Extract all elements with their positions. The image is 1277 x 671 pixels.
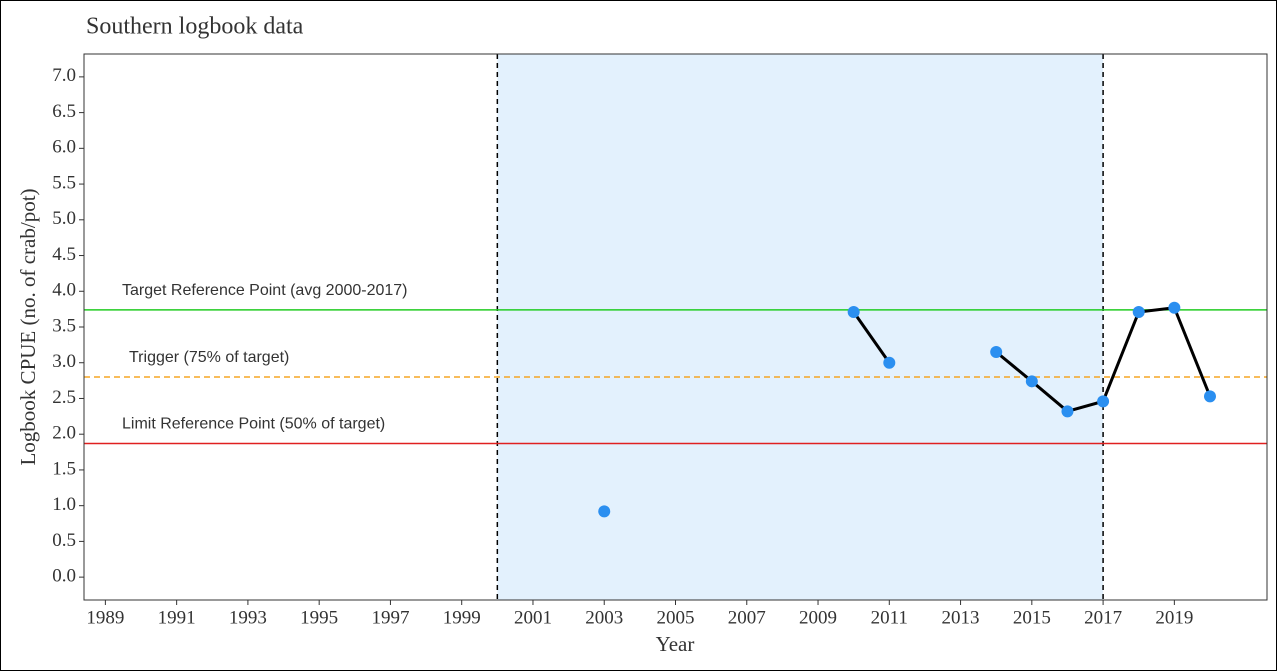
reference-label: Limit Reference Point (50% of target) [122, 416, 385, 433]
data-point [1168, 301, 1181, 314]
y-tick-label: 5.5 [52, 172, 76, 193]
x-tick-label: 2001 [514, 607, 552, 628]
chart-title: Southern logbook data [86, 14, 304, 40]
data-point [1061, 405, 1074, 418]
data-point [1097, 395, 1110, 408]
y-tick-label: 2.5 [52, 387, 76, 408]
x-tick-label: 2013 [942, 607, 980, 628]
data-point [598, 505, 611, 518]
x-tick-label: 1989 [86, 607, 124, 628]
y-tick-label: 1.0 [52, 494, 76, 515]
y-tick-label: 1.5 [52, 458, 76, 479]
y-tick-label: 6.5 [52, 101, 76, 122]
y-tick-label: 2.0 [52, 423, 76, 444]
y-axis-label: Logbook CPUE (no. of crab/pot) [16, 188, 40, 465]
y-tick-label: 3.5 [52, 315, 76, 336]
y-tick-label: 0.0 [52, 565, 76, 586]
data-point [990, 346, 1003, 359]
x-tick-label: 2003 [585, 607, 623, 628]
y-tick-label: 7.0 [52, 65, 76, 86]
x-tick-label: 2005 [657, 607, 695, 628]
data-point [1025, 375, 1038, 388]
x-tick-label: 2011 [871, 607, 908, 628]
y-tick-label: 4.5 [52, 244, 76, 265]
data-point [1203, 390, 1216, 403]
x-tick-label: 1995 [300, 607, 338, 628]
x-tick-label: 2017 [1084, 607, 1122, 628]
x-tick-label: 2009 [799, 607, 837, 628]
y-tick-label: 6.0 [52, 137, 76, 158]
shaded-region [497, 54, 1104, 600]
x-axis-label: Year [656, 632, 695, 656]
data-point [1132, 305, 1145, 318]
x-tick-label: 1993 [229, 607, 267, 628]
y-tick-label: 3.0 [52, 351, 76, 372]
x-tick-label: 1997 [371, 607, 409, 628]
reference-label: Trigger (75% of target) [129, 349, 289, 366]
x-tick-label: 2007 [728, 607, 766, 628]
x-tick-label: 2015 [1013, 607, 1051, 628]
reference-label: Target Reference Point (avg 2000-2017) [122, 282, 408, 299]
data-point [847, 305, 860, 318]
x-tick-label: 2019 [1155, 607, 1193, 628]
data-point [883, 356, 896, 369]
x-tick-label: 1999 [443, 607, 481, 628]
x-tick-label: 1991 [158, 607, 196, 628]
y-tick-label: 0.5 [52, 530, 76, 551]
y-tick-label: 4.0 [52, 280, 76, 301]
y-tick-label: 5.0 [52, 208, 76, 229]
